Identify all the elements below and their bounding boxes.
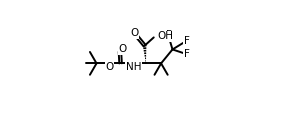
Text: O: O [106, 62, 114, 72]
Text: F: F [166, 30, 172, 40]
Text: NH: NH [126, 62, 141, 72]
Text: O: O [119, 44, 127, 54]
Text: F: F [184, 49, 190, 59]
Text: F: F [184, 36, 190, 46]
Text: O: O [130, 28, 139, 38]
Text: OH: OH [158, 31, 174, 41]
